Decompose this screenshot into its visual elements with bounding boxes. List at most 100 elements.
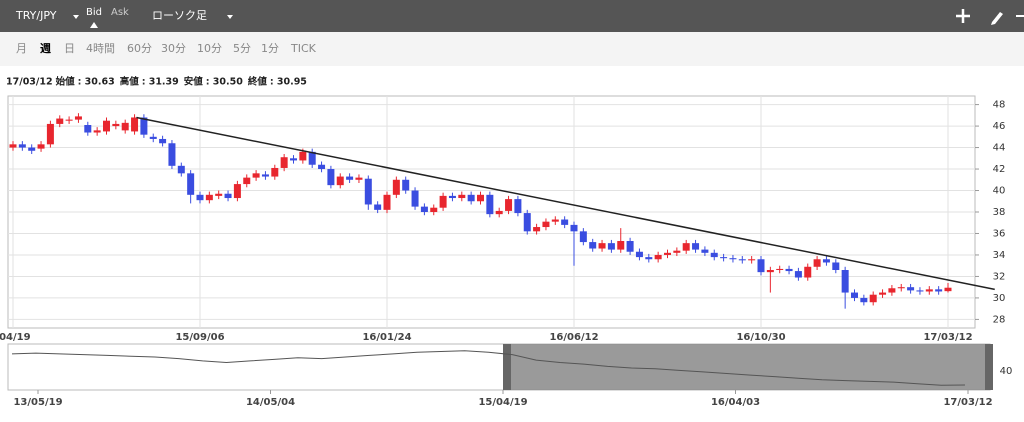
dropdown-icon[interactable] [227,15,233,19]
chart-kind[interactable]: ローソク足 [152,9,207,22]
candle-body [589,242,597,249]
candle-body [626,241,634,252]
candle-body [261,174,269,177]
candle-body [346,176,354,180]
info-text: 始値 [56,76,76,88]
candle-body [738,259,746,261]
candle-body [374,204,382,210]
navigator-selection[interactable] [505,344,990,390]
timeframe-tab[interactable]: 日 [64,42,75,55]
candle-body [570,224,578,232]
candle-body [682,243,690,251]
x-tick-label: 16/10/30 [736,332,785,343]
candle-body [944,287,952,292]
candle-body [318,164,326,170]
x-tick-label: 15/09/06 [175,332,224,343]
timeframe-bar [0,32,1024,66]
candle-body [140,117,148,135]
navigator-x-label: 14/05/04 [246,397,295,408]
navigator-handle[interactable] [985,344,993,390]
candle-body [635,251,643,258]
candle-body [822,259,830,263]
y-tick-label: 44 [993,143,1006,154]
candle-body [607,243,615,250]
y-tick-label: 34 [993,250,1006,261]
timeframe-tab[interactable]: 60分 [127,42,152,55]
timeframe-tab[interactable]: 30分 [161,42,186,55]
candle-body [505,199,513,211]
candle-body [364,178,372,205]
candle-body [860,297,868,303]
candle-body [355,177,363,180]
symbol[interactable]: TRY/JPY [15,9,57,22]
trendline [136,116,995,291]
candle-body [897,287,905,289]
candle-body [579,231,587,243]
candle-body [776,268,784,270]
candle-body [467,194,475,202]
y-tick-label: 28 [993,314,1006,325]
info-sep: : [270,77,274,88]
candle-body [177,165,185,174]
ask-tab[interactable]: Ask [111,7,129,18]
info-text: 安値 [184,76,204,88]
candle-body [794,271,802,278]
candle-body [710,252,718,258]
candle-body [112,123,120,127]
candle-body [103,120,110,132]
navigator-x-label: 17/03/12 [943,397,992,408]
candle-body [299,151,307,161]
timeframe-tab[interactable]: 1分 [261,42,279,55]
candle-body [916,290,924,292]
candle-body [430,207,438,212]
candle-body [495,210,503,215]
candle-body [701,249,709,253]
candle-body [243,177,251,185]
draw-icon[interactable] [991,12,1003,25]
candle-body [336,176,344,186]
candle-body [598,243,606,249]
bid-tab[interactable]: Bid [86,7,102,18]
candle-body [131,117,139,132]
candle-body [383,194,391,210]
candle-body [869,294,877,303]
candle-body [9,144,17,148]
candle-body [888,288,896,293]
timeframe-tab[interactable]: 10分 [197,42,222,55]
candle-body [477,194,484,202]
navigator-x-label: 13/05/19 [13,397,62,408]
candle-body [692,243,700,250]
candle-body [65,119,73,121]
y-tick-label: 46 [993,121,1006,132]
candle-body [729,258,737,260]
candle-body [18,144,26,148]
y-tick-label: 38 [993,207,1006,218]
candle-body [280,157,288,168]
timeframe-tab[interactable]: TICK [290,42,317,55]
navigator-x-label: 15/04/19 [478,397,527,408]
add-icon[interactable] [956,9,970,23]
candle-body [645,257,653,260]
candle-body [159,138,167,144]
y-tick-label: 36 [993,228,1006,239]
timeframe-tab[interactable]: 週 [40,41,51,55]
candle-body [673,250,681,253]
candle-body [935,289,943,292]
timeframe-tab[interactable]: 5分 [233,42,251,55]
timeframe-tab[interactable]: 月 [16,42,27,55]
candle-body [720,257,728,259]
info-sep: : [78,77,82,88]
info-text: 30.63 [85,77,115,88]
candle-body [841,270,849,293]
dropdown-icon[interactable] [73,15,79,19]
candle-body [411,190,419,207]
info-text: 17/03/12 [6,77,53,88]
navigator-handle[interactable] [503,344,511,390]
timeframe-tab[interactable]: 4時間 [86,42,115,55]
candle-body [93,130,101,133]
info-text: 30.50 [213,77,243,88]
candle-body [205,194,213,201]
candle-body [486,194,494,215]
